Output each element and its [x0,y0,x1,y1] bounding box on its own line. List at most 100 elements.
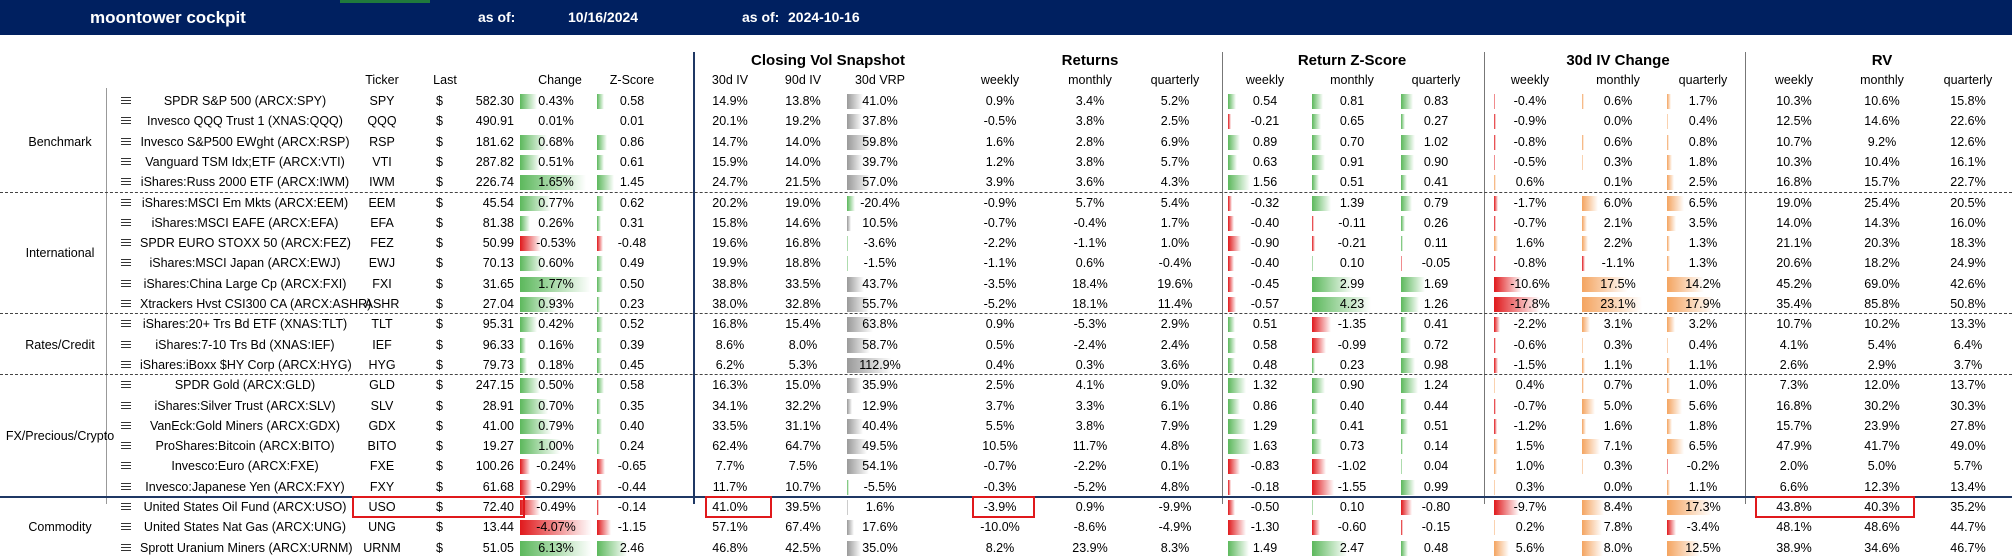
row-menu-icon[interactable] [121,381,131,389]
cell-iv90[interactable]: 15.4% [772,314,834,334]
cell-rw[interactable]: -2.2% [965,233,1035,253]
cell-change[interactable]: 0.93% [520,294,592,314]
cell-vq[interactable]: 46.7% [1933,538,2003,558]
cell-vq[interactable]: 30.3% [1933,396,2003,416]
cell-zw[interactable]: 0.48 [1228,355,1302,375]
cell-cq[interactable]: 0.8% [1667,132,1739,152]
cell-change[interactable]: 0.79% [520,416,592,436]
cell-vq[interactable]: 49.0% [1933,436,2003,456]
cell-vw[interactable]: 2.6% [1759,355,1829,375]
cell-cq[interactable]: 14.2% [1667,274,1739,294]
cell-vrp[interactable]: 59.8% [847,132,913,152]
cell-rq[interactable]: 5.7% [1140,152,1210,172]
row-menu-icon[interactable] [121,320,131,328]
cell-zq[interactable]: 0.41 [1401,314,1471,334]
cell-vw[interactable]: 38.9% [1759,538,1829,558]
cell-zm[interactable]: 0.40 [1312,396,1392,416]
cell-vm[interactable]: 5.4% [1847,335,1917,355]
cell-rm[interactable]: -8.6% [1055,517,1125,537]
cell-rm[interactable]: -2.4% [1055,335,1125,355]
as-of-value-1[interactable]: 10/16/2024 [568,0,638,35]
cell-vm[interactable]: 5.0% [1847,456,1917,476]
cell-iv30[interactable]: 20.1% [699,111,761,131]
cell-vq[interactable]: 16.1% [1933,152,2003,172]
cell-zw[interactable]: 0.51 [1228,314,1302,334]
cell-rq[interactable]: 4.3% [1140,172,1210,192]
cell-zm[interactable]: 1.39 [1312,193,1392,213]
cell-cq[interactable]: 1.0% [1667,375,1739,395]
cell-cw[interactable]: 0.6% [1494,172,1566,192]
cell-last[interactable]: 247.15 [450,375,514,395]
cell-zm[interactable]: -1.35 [1312,314,1392,334]
cell-zw[interactable]: 0.89 [1228,132,1302,152]
cell-zm[interactable]: 0.23 [1312,355,1392,375]
cell-vm[interactable]: 10.2% [1847,314,1917,334]
cell-ticker[interactable]: EFA [352,213,412,233]
cell-zm[interactable]: -0.99 [1312,335,1392,355]
cell-iv30[interactable]: 16.3% [699,375,761,395]
cell-vrp[interactable]: 17.6% [847,517,913,537]
cell-change[interactable]: 0.42% [520,314,592,334]
cell-vw[interactable]: 7.3% [1759,375,1829,395]
cell-iv30[interactable]: 38.0% [699,294,761,314]
cell-zm[interactable]: 0.70 [1312,132,1392,152]
cell-iv90[interactable]: 14.6% [772,213,834,233]
cell-vw[interactable]: 15.7% [1759,416,1829,436]
cell-vw[interactable]: 14.0% [1759,213,1829,233]
cell-cq[interactable]: 1.7% [1667,91,1739,111]
cell-iv30[interactable]: 20.2% [699,193,761,213]
cell-z[interactable]: 0.50 [597,274,667,294]
cell-vrp[interactable]: 49.5% [847,436,913,456]
cell-iv90[interactable]: 21.5% [772,172,834,192]
cell-rq[interactable]: 6.1% [1140,396,1210,416]
cell-vm[interactable]: 9.2% [1847,132,1917,152]
cell-rm[interactable]: 4.1% [1055,375,1125,395]
cell-cw[interactable]: 0.3% [1494,477,1566,497]
cell-vrp[interactable]: -1.5% [847,253,913,273]
cell-vrp[interactable]: -3.6% [847,233,913,253]
cell-zm[interactable]: 2.99 [1312,274,1392,294]
cell-rq[interactable]: 4.8% [1140,436,1210,456]
cell-cm[interactable]: 0.6% [1582,132,1654,152]
cell-rq[interactable]: 9.0% [1140,375,1210,395]
cell-rm[interactable]: -5.3% [1055,314,1125,334]
cell-iv90[interactable]: 67.4% [772,517,834,537]
cell-rq[interactable]: 19.6% [1140,274,1210,294]
cell-zq[interactable]: 0.11 [1401,233,1471,253]
cell-iv90[interactable]: 32.8% [772,294,834,314]
cell-vm[interactable]: 18.2% [1847,253,1917,273]
row-menu-icon[interactable] [121,402,131,410]
cell-change[interactable]: 0.70% [520,396,592,416]
cell-rm[interactable]: 0.9% [1055,497,1125,517]
cell-vw[interactable]: 12.5% [1759,111,1829,131]
cell-rq[interactable]: -0.4% [1140,253,1210,273]
cell-zm[interactable]: 0.73 [1312,436,1392,456]
cell-cq[interactable]: 0.4% [1667,335,1739,355]
row-menu-icon[interactable] [121,239,131,247]
cell-iv30[interactable]: 15.9% [699,152,761,172]
cell-cw[interactable]: 1.5% [1494,436,1566,456]
cell-cw[interactable]: 0.2% [1494,517,1566,537]
cell-vw[interactable]: 20.6% [1759,253,1829,273]
cell-iv30[interactable]: 8.6% [699,335,761,355]
cell-zq[interactable]: 1.24 [1401,375,1471,395]
cell-rw[interactable]: 8.2% [965,538,1035,558]
cell-ticker[interactable]: VTI [352,152,412,172]
cell-rw[interactable]: 2.5% [965,375,1035,395]
cell-vq[interactable]: 35.2% [1933,497,2003,517]
cell-z[interactable]: 0.31 [597,213,667,233]
cell-vq[interactable]: 42.6% [1933,274,2003,294]
cell-zq[interactable]: 0.44 [1401,396,1471,416]
cell-zw[interactable]: -0.18 [1228,477,1302,497]
cell-rm[interactable]: 18.4% [1055,274,1125,294]
cell-rm[interactable]: 3.6% [1055,172,1125,192]
row-menu-icon[interactable] [121,483,131,491]
cell-ticker[interactable]: TLT [352,314,412,334]
cell-rq[interactable]: 7.9% [1140,416,1210,436]
cell-zw[interactable]: -0.57 [1228,294,1302,314]
cell-cm[interactable]: 7.1% [1582,436,1654,456]
cell-cm[interactable]: 0.3% [1582,152,1654,172]
cell-iv90[interactable]: 33.5% [772,274,834,294]
cell-change[interactable]: 0.16% [520,335,592,355]
cell-z[interactable]: 0.58 [597,91,667,111]
